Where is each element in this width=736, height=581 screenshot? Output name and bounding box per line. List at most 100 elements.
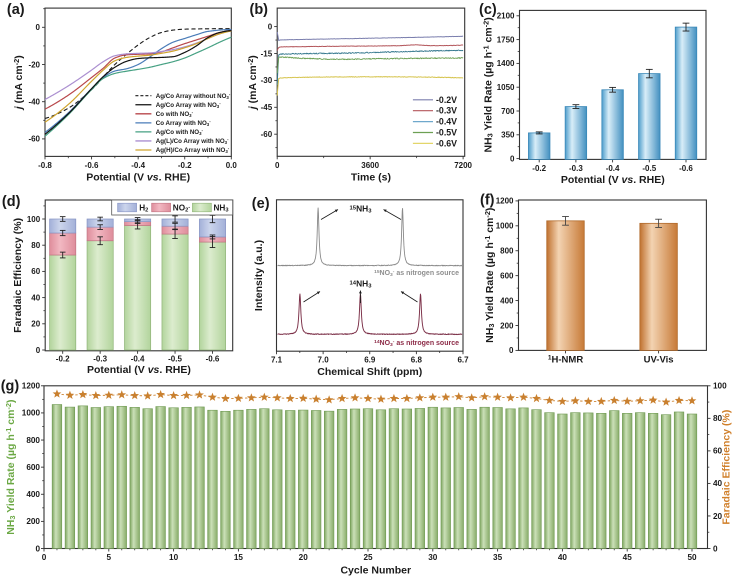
svg-text:200: 200	[26, 517, 40, 526]
svg-text:7200: 7200	[454, 161, 472, 170]
svg-text:800: 800	[26, 436, 40, 445]
svg-text:-30: -30	[261, 76, 273, 85]
svg-text:800: 800	[500, 247, 514, 256]
svg-text:40: 40	[558, 553, 568, 562]
svg-text:7.1: 7.1	[271, 356, 283, 365]
svg-text:60: 60	[31, 267, 40, 276]
svg-text:Intensity (a.u.): Intensity (a.u.)	[253, 240, 265, 311]
svg-text:Time (s): Time (s)	[351, 171, 391, 183]
svg-text:1050: 1050	[497, 83, 515, 92]
svg-text:14NO3- as nitrogen source: 14NO3- as nitrogen source	[374, 339, 459, 348]
svg-text:0: 0	[35, 544, 40, 553]
svg-text:j (mA cm-2): j (mA cm-2)	[12, 55, 25, 111]
svg-text:3600: 3600	[361, 161, 379, 170]
svg-text:-0.2V: -0.2V	[436, 95, 457, 105]
svg-text:-0.3: -0.3	[569, 164, 583, 173]
svg-text:15NO3- as nitrogen source: 15NO3- as nitrogen source	[374, 269, 459, 278]
svg-text:0.0: 0.0	[226, 161, 238, 170]
svg-text:Potential (V vs. RHE): Potential (V vs. RHE)	[561, 174, 665, 186]
svg-text:-60: -60	[261, 130, 273, 139]
svg-text:-0.4: -0.4	[131, 354, 145, 363]
svg-text:6.9: 6.9	[364, 356, 376, 365]
svg-text:-0.2: -0.2	[56, 354, 70, 363]
svg-text:0: 0	[36, 23, 41, 32]
svg-text:Ag/Co Array with NO3-: Ag/Co Array with NO3-	[156, 101, 221, 109]
svg-text:-60: -60	[28, 135, 40, 144]
svg-text:Chemical Shift (ppm): Chemical Shift (ppm)	[317, 366, 422, 378]
svg-text:-45: -45	[261, 103, 273, 112]
svg-text:Ag(H)/Co Array with NO3-: Ag(H)/Co Array with NO3-	[156, 147, 230, 155]
svg-text:0: 0	[510, 154, 515, 163]
svg-text:1H-NMR: 1H-NMR	[548, 355, 584, 366]
svg-text:6.8: 6.8	[411, 356, 423, 365]
svg-text:(e): (e)	[252, 196, 270, 212]
svg-text:-0.2: -0.2	[178, 161, 192, 170]
svg-text:-15: -15	[261, 49, 273, 58]
svg-text:1200: 1200	[22, 382, 41, 391]
svg-text:350: 350	[501, 131, 515, 140]
svg-text:0: 0	[36, 346, 41, 355]
svg-text:45: 45	[623, 553, 633, 562]
svg-text:20: 20	[299, 553, 309, 562]
svg-text:Faradaic Efficiency (%): Faradaic Efficiency (%)	[12, 218, 24, 333]
svg-text:Faradaic Efficiency (%): Faradaic Efficiency (%)	[721, 410, 733, 525]
svg-text:(f): (f)	[480, 193, 495, 209]
svg-text:-0.6: -0.6	[85, 161, 99, 170]
svg-text:(c): (c)	[479, 2, 497, 18]
svg-text:10: 10	[169, 553, 179, 562]
svg-text:1400: 1400	[497, 59, 515, 68]
svg-text:Co with NO3-: Co with NO3-	[156, 110, 194, 118]
svg-text:-0.5V: -0.5V	[436, 128, 457, 138]
svg-text:-0.6V: -0.6V	[436, 138, 457, 148]
svg-text:50: 50	[687, 553, 697, 562]
svg-text:80: 80	[713, 414, 723, 423]
svg-text:-40: -40	[28, 98, 40, 107]
svg-text:-0.5: -0.5	[168, 354, 182, 363]
svg-text:NH3 Yield Rate (µg h-1 cm-2): NH3 Yield Rate (µg h-1 cm-2)	[482, 17, 495, 152]
svg-text:100: 100	[713, 382, 727, 391]
svg-text:400: 400	[26, 490, 40, 499]
svg-text:40: 40	[713, 479, 723, 488]
svg-text:40: 40	[31, 293, 40, 302]
svg-text:0: 0	[713, 544, 718, 553]
svg-text:0: 0	[268, 22, 273, 31]
svg-text:25: 25	[363, 553, 373, 562]
svg-text:-0.6: -0.6	[206, 354, 220, 363]
svg-text:-0.3: -0.3	[93, 354, 107, 363]
svg-text:700: 700	[501, 107, 515, 116]
svg-text:1000: 1000	[496, 222, 514, 231]
svg-text:-0.6: -0.6	[679, 164, 693, 173]
svg-text:7.0: 7.0	[318, 356, 330, 365]
svg-text:(d): (d)	[2, 194, 21, 210]
svg-text:60: 60	[713, 447, 723, 456]
svg-text:j (mA cm-2): j (mA cm-2)	[246, 55, 259, 111]
svg-text:NH3 Yield Rate (µg h-1 cm-2): NH3 Yield Rate (µg h-1 cm-2)	[4, 400, 17, 535]
svg-text:30: 30	[428, 553, 438, 562]
svg-text:-0.4: -0.4	[131, 161, 145, 170]
svg-text:-0.8: -0.8	[38, 161, 52, 170]
svg-text:0: 0	[509, 346, 514, 355]
svg-text:Co Array with NO3-: Co Array with NO3-	[156, 120, 211, 128]
svg-text:H2: H2	[139, 203, 148, 213]
svg-text:6.7: 6.7	[457, 356, 469, 365]
svg-text:20: 20	[31, 320, 40, 329]
svg-text:400: 400	[500, 296, 514, 305]
svg-text:(a): (a)	[7, 2, 25, 18]
svg-text:NH3: NH3	[214, 203, 229, 213]
svg-text:(g): (g)	[1, 379, 20, 395]
svg-text:(b): (b)	[250, 2, 269, 18]
svg-text:Ag(L)/Co Array with NO3-: Ag(L)/Co Array with NO3-	[156, 138, 229, 146]
svg-text:20: 20	[713, 512, 723, 521]
svg-text:14NH3: 14NH3	[350, 278, 373, 289]
svg-text:Ag/Co with NO3-: Ag/Co with NO3-	[156, 129, 204, 137]
svg-text:-0.4V: -0.4V	[436, 117, 457, 127]
svg-text:Ag/Co Array without NO3-: Ag/Co Array without NO3-	[156, 92, 231, 100]
svg-text:-0.3V: -0.3V	[436, 106, 457, 116]
svg-text:35: 35	[493, 553, 503, 562]
svg-text:-20: -20	[28, 60, 40, 69]
svg-text:15: 15	[234, 553, 244, 562]
svg-text:1200: 1200	[496, 197, 514, 206]
svg-text:1750: 1750	[497, 35, 515, 44]
svg-text:Cycle Number: Cycle Number	[340, 565, 411, 577]
svg-text:0: 0	[275, 161, 280, 170]
